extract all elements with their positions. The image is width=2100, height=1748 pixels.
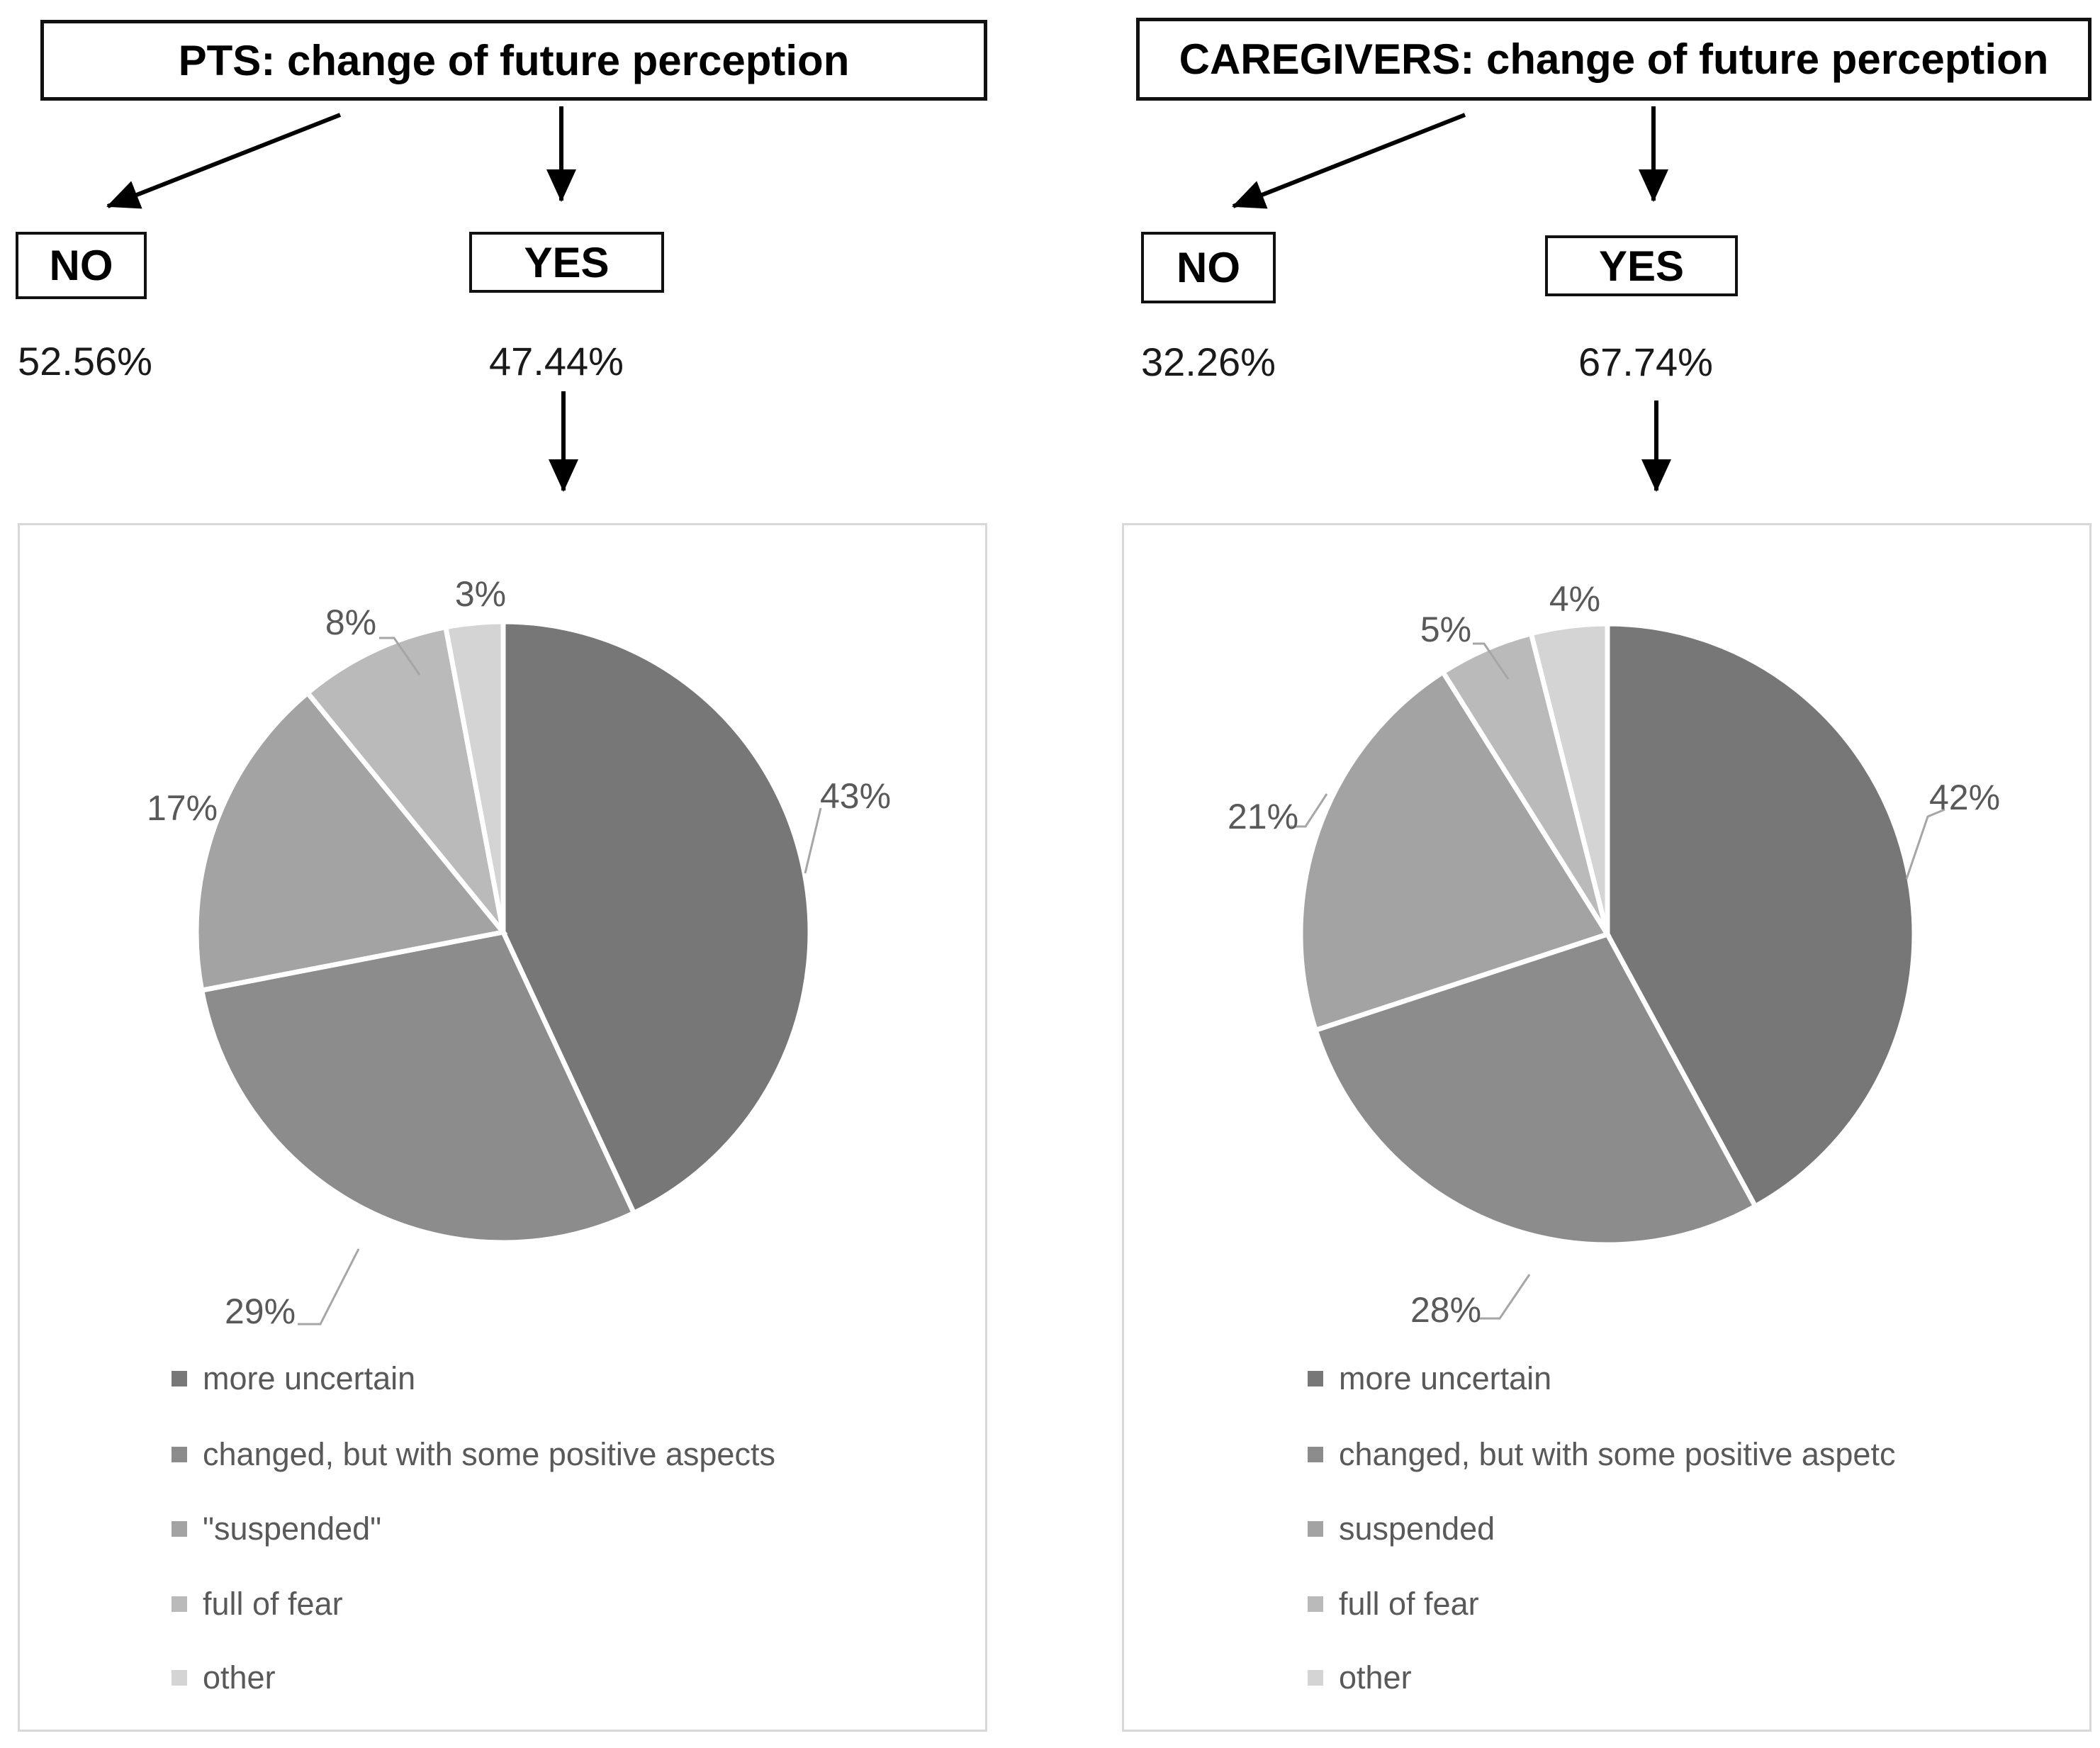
legend-label: suspended [1339,1511,1495,1547]
caregivers-slice-label-42: 42% [1928,778,2001,817]
legend-bullet-icon [172,1521,187,1537]
pts-no-box: NO [16,232,147,299]
caregivers-legend-item-more-uncertain: more uncertain [1308,1357,1551,1400]
pts-title-box: PTS: change of future perception [40,20,987,101]
legend-label: more uncertain [203,1360,416,1396]
legend-label: "suspended" [203,1511,382,1547]
pts-slice-label-17: 17% [146,788,218,828]
caregivers-legend-item-changed: changed, but with some positive aspetc [1308,1433,1895,1476]
legend-bullet-icon [172,1371,187,1386]
pts-slice-label-43: 43% [819,776,892,816]
caregivers-pie-panel [1122,523,2091,1732]
legend-bullet-icon [172,1670,187,1686]
caregivers-title-text: CAREGIVERS: change of future perception [1179,35,2049,83]
pts-yes-box: YES [469,232,664,293]
legend-bullet-icon [1308,1670,1323,1686]
legend-label: changed, but with some positive aspetc [1339,1436,1896,1472]
legend-label: other [203,1659,276,1696]
legend-bullet-icon [1308,1521,1323,1537]
pts-no-label: NO [49,242,113,289]
pts-legend-item-suspended: "suspended" [172,1508,381,1550]
pts-legend-item-full-of-fear: full of fear [172,1583,343,1625]
caregivers-legend-item-other: other [1308,1657,1412,1699]
legend-label: more uncertain [1339,1360,1552,1396]
pts-slice-label-29: 29% [224,1292,296,1331]
caregivers-legend-item-full-of-fear: full of fear [1308,1583,1479,1625]
legend-bullet-icon [172,1596,187,1612]
caregivers-yes-label: YES [1598,242,1685,290]
legend-bullet-icon [172,1447,187,1462]
pts-yes-percentage: 47.44% [489,339,624,383]
legend-label: full of fear [203,1586,343,1622]
legend-bullet-icon [1308,1596,1323,1612]
caregivers-yes-percentage: 67.74% [1578,340,1713,384]
pts-arrow-to-no [106,113,342,209]
caregivers-arrow-to-no [1232,113,1466,209]
pts-no-percentage: 52.56% [18,339,152,383]
pts-slice-label-8: 8% [325,603,377,642]
caregivers-title-box: CAREGIVERS: change of future perception [1136,18,2091,101]
caregivers-slice-label-21: 21% [1227,797,1299,836]
pts-legend-item-more-uncertain: more uncertain [172,1357,415,1400]
caregivers-slice-label-28: 28% [1410,1290,1482,1330]
pts-yes-label: YES [524,238,610,286]
pts-legend-item-changed: changed, but with some positive aspects [172,1433,775,1476]
caregivers-slice-label-5: 5% [1420,610,1472,649]
pts-pie-panel [18,523,987,1732]
legend-label: changed, but with some positive aspects [203,1436,775,1472]
legend-label: other [1339,1659,1412,1696]
caregivers-no-percentage: 32.26% [1141,340,1276,384]
caregivers-yes-box: YES [1545,235,1738,296]
pts-title-text: PTS: change of future perception [178,36,850,84]
legend-bullet-icon [1308,1371,1323,1386]
pts-legend-item-other: other [172,1657,276,1699]
pts-slice-label-3: 3% [454,574,507,614]
caregivers-no-box: NO [1141,232,1276,303]
caregivers-legend-item-suspended: suspended [1308,1508,1495,1550]
flow-arrows [106,106,1671,492]
legend-label: full of fear [1339,1586,1479,1622]
legend-bullet-icon [1308,1447,1323,1462]
caregivers-slice-label-4: 4% [1549,579,1601,619]
caregivers-no-label: NO [1177,244,1240,291]
